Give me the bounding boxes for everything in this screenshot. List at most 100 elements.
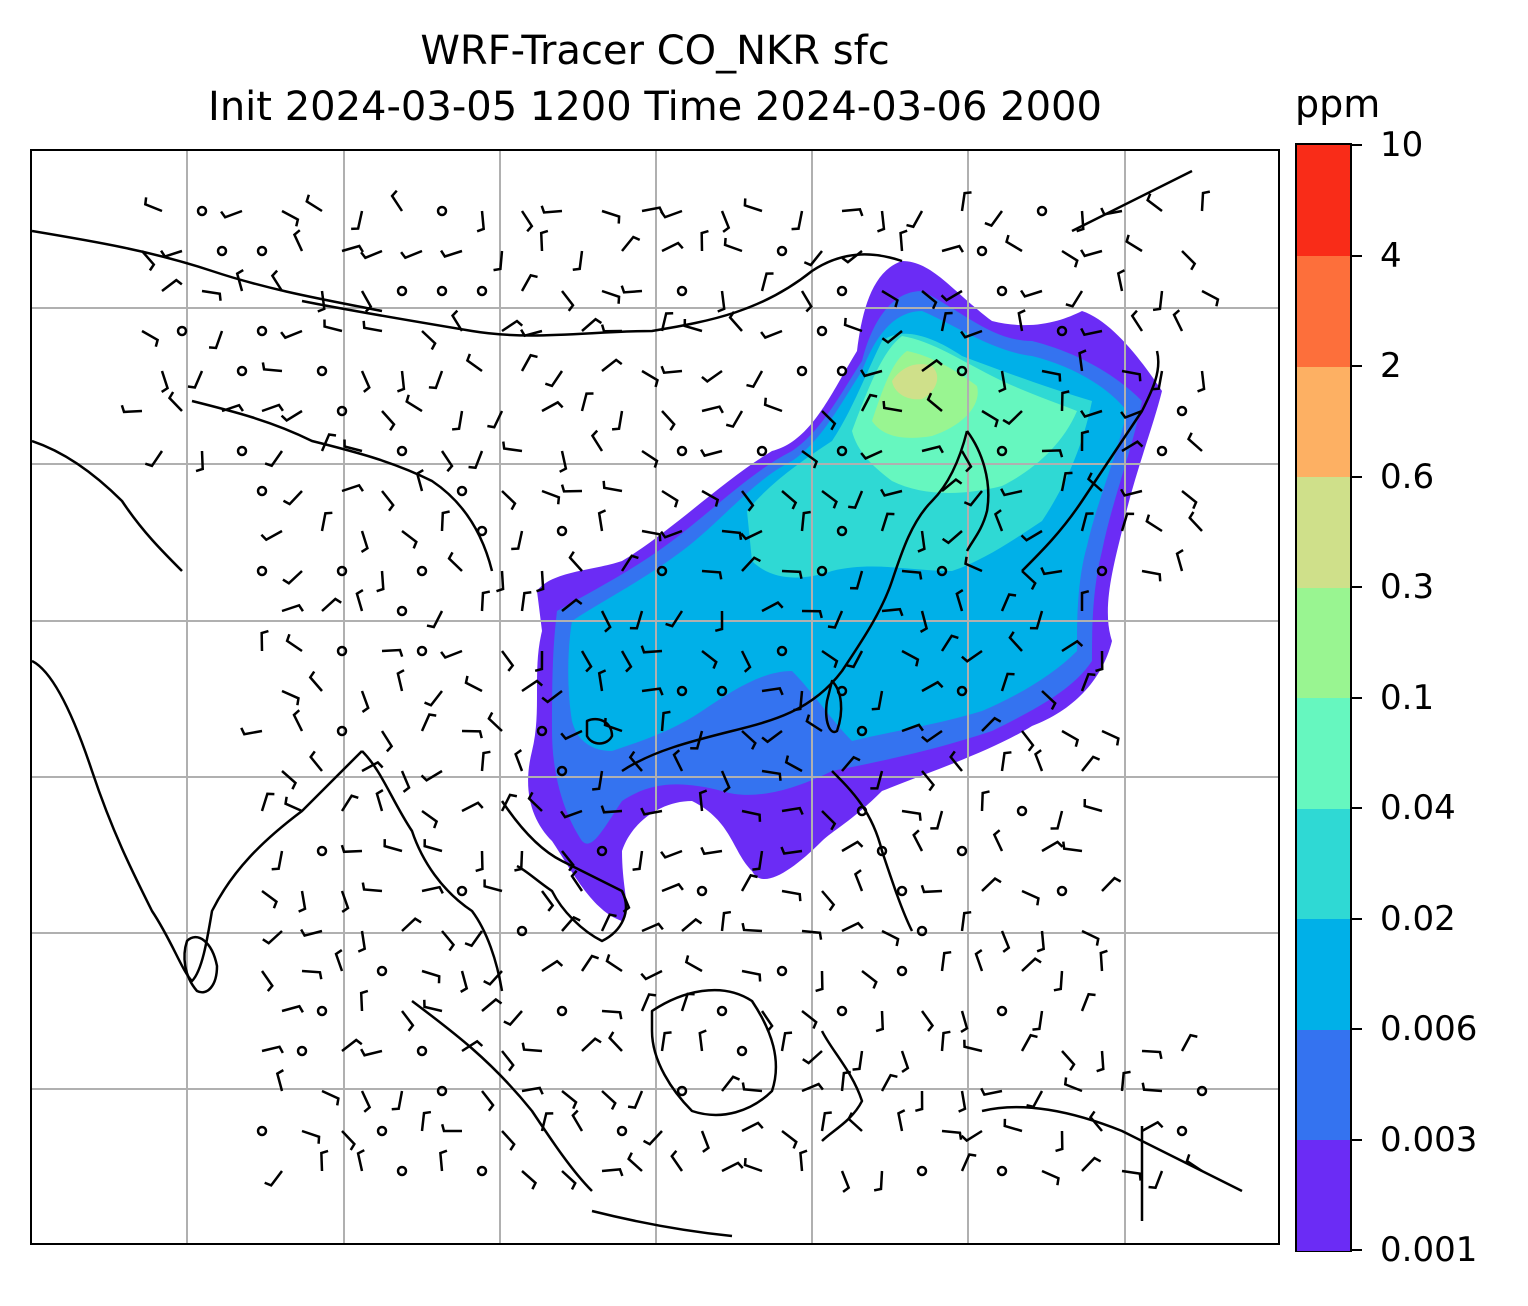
wind-barb <box>921 680 944 693</box>
wind-barb <box>784 755 803 773</box>
colorbar-tick-label: 0.04 <box>1380 788 1456 828</box>
wind-barb <box>641 529 662 542</box>
wind-barb <box>400 249 423 260</box>
wind-barb <box>141 329 160 348</box>
calm-wind-marker <box>476 1165 488 1177</box>
wind-barb <box>1181 250 1197 271</box>
wind-barb <box>640 645 663 654</box>
wind-barb <box>665 610 684 628</box>
wind-barb <box>1080 589 1090 612</box>
wind-barb <box>1099 949 1108 972</box>
central-asia-border <box>32 439 183 572</box>
wind-barb <box>683 318 703 333</box>
calm-wind-marker <box>896 965 908 977</box>
wind-barb <box>144 450 164 468</box>
wind-barb <box>581 1037 602 1052</box>
wind-barb <box>620 285 643 294</box>
wind-barb <box>1141 569 1162 582</box>
wind-barb <box>921 290 938 310</box>
wind-barb <box>360 690 370 713</box>
wind-barb <box>781 806 804 816</box>
wind-barb <box>1036 930 1046 953</box>
wind-barb <box>781 569 803 579</box>
wind-barb <box>520 328 543 338</box>
map-canvas <box>32 151 1278 1243</box>
wind-barb <box>870 770 884 790</box>
wind-barb <box>1041 369 1062 382</box>
wind-barb <box>561 850 575 872</box>
wind-barb <box>534 650 544 672</box>
wind-barb <box>300 928 323 938</box>
wind-barb <box>1180 1033 1198 1052</box>
wind-barb <box>461 1039 484 1053</box>
wind-barb <box>661 882 684 893</box>
wind-barb <box>940 634 959 652</box>
new-guinea <box>981 1105 1243 1193</box>
calm-wind-marker <box>816 565 828 577</box>
wind-barb <box>840 1070 851 1092</box>
wind-barb <box>640 993 657 1012</box>
wind-barb <box>660 312 674 332</box>
wind-barb <box>475 850 484 873</box>
wind-barb <box>741 969 762 982</box>
wind-barb <box>921 358 943 373</box>
wind-barb <box>620 650 633 673</box>
wind-barb <box>1000 488 1023 497</box>
wind-barb <box>881 929 900 947</box>
wind-barb <box>360 530 369 553</box>
calm-wind-marker <box>556 1005 568 1017</box>
wind-barb <box>852 1050 864 1071</box>
wind-barb <box>520 210 534 233</box>
wind-barb <box>881 607 904 617</box>
wind-barb <box>981 877 1002 892</box>
wind-barb <box>428 370 444 390</box>
colorbar-tick <box>1352 1249 1362 1251</box>
calm-wind-marker <box>1196 1085 1208 1097</box>
wind-barb <box>921 729 943 743</box>
wind-barb <box>1152 290 1164 312</box>
wind-barb <box>1083 799 1103 813</box>
wind-barb <box>880 1073 898 1092</box>
wind-barb <box>601 1168 624 1177</box>
wind-barb <box>641 369 659 388</box>
wind-barb <box>1197 370 1206 393</box>
wind-barb <box>801 609 823 619</box>
map-panel <box>30 149 1280 1245</box>
wind-barb <box>390 189 404 212</box>
calm-wind-marker <box>436 1085 448 1097</box>
wind-barb <box>260 792 275 812</box>
wind-barb <box>334 949 344 972</box>
wind-barb <box>601 209 621 224</box>
wind-barb <box>941 478 963 492</box>
wind-barb <box>360 1090 372 1113</box>
wind-barb <box>440 450 454 473</box>
wind-barb <box>955 589 964 612</box>
colorbar-tick <box>1352 365 1362 367</box>
bay-of-bengal-east <box>361 750 504 992</box>
wind-barb <box>760 1010 774 1033</box>
wind-barb <box>1063 1077 1083 1093</box>
calm-wind-marker <box>996 1165 1008 1177</box>
calm-wind-marker <box>236 365 248 377</box>
calm-wind-marker <box>236 445 248 457</box>
wind-barb <box>1121 369 1142 382</box>
wind-barb <box>672 749 684 772</box>
calm-wind-marker <box>256 245 268 257</box>
wind-barb <box>340 890 350 913</box>
calm-wind-marker <box>1156 445 1168 457</box>
wind-barb <box>761 687 784 696</box>
wind-barb <box>660 365 683 375</box>
wind-barb <box>426 610 444 629</box>
wind-barb <box>740 650 752 673</box>
wind-barb <box>815 970 824 993</box>
wind-barb <box>860 449 883 460</box>
wind-barb <box>906 210 924 229</box>
himalaya-border <box>191 399 494 572</box>
colorbar-tick-label: 0.1 <box>1380 677 1435 718</box>
wind-barb <box>714 610 724 633</box>
wind-barb <box>761 769 782 781</box>
wind-barb <box>341 1130 356 1151</box>
colorbar-segment <box>1297 587 1350 698</box>
wind-barb <box>264 1170 283 1187</box>
wind-barb <box>487 711 503 732</box>
